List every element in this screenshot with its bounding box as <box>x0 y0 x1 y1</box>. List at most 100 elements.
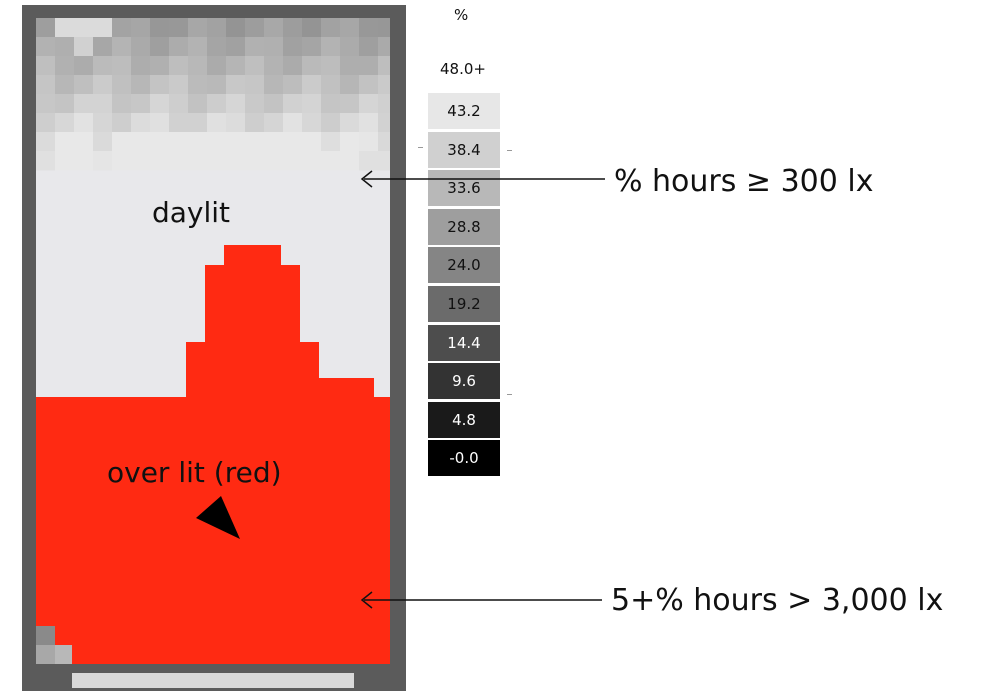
daylight-cell <box>36 18 56 38</box>
daylight-cell <box>55 151 75 171</box>
daylight-cell <box>112 37 132 57</box>
daylight-cell <box>226 56 246 76</box>
daylight-cell <box>93 18 113 38</box>
legend-step: 9.6 <box>427 362 501 401</box>
daylight-cell <box>93 113 113 133</box>
daylight-cell <box>150 151 170 171</box>
daylight-cell <box>150 75 170 95</box>
daylight-cell <box>378 37 390 57</box>
daylight-cell <box>226 75 246 95</box>
legend-max-label: 48.0+ <box>440 60 486 78</box>
daylight-cell <box>93 56 113 76</box>
daylight-cell <box>36 94 56 114</box>
legend-tick <box>507 394 512 395</box>
daylight-cell <box>321 37 341 57</box>
daylight-cell <box>169 94 189 114</box>
daylight-cell <box>264 132 284 152</box>
legend-step: 4.8 <box>427 400 501 439</box>
daylight-cell <box>169 75 189 95</box>
daylight-cell <box>169 151 189 171</box>
daylight-cell <box>169 132 189 152</box>
daylight-cell <box>74 56 94 76</box>
daylight-cell <box>55 94 75 114</box>
overlit-region <box>186 342 319 402</box>
daylight-cell <box>36 645 55 664</box>
legend-step: 14.4 <box>427 323 501 362</box>
daylight-cell <box>112 56 132 76</box>
daylight-cell <box>226 132 246 152</box>
daylight-cell <box>340 18 360 38</box>
daylight-cell <box>302 75 322 95</box>
daylight-cell <box>340 75 360 95</box>
daylight-cell <box>74 113 94 133</box>
daylight-cell <box>207 18 227 38</box>
legend-step: -0.0 <box>427 439 501 478</box>
daylight-cell <box>245 75 265 95</box>
legend-tick <box>507 150 512 151</box>
daylight-cell <box>112 113 132 133</box>
daylight-cell <box>36 75 56 95</box>
daylight-cell <box>264 151 284 171</box>
daylight-cell <box>378 113 390 133</box>
daylight-cell <box>207 132 227 152</box>
daylight-cell <box>150 94 170 114</box>
daylight-cell <box>245 94 265 114</box>
daylight-cell <box>340 113 360 133</box>
daylight-cell <box>169 37 189 57</box>
daylight-cell <box>321 151 341 171</box>
daylight-cell <box>131 18 151 38</box>
daylight-cell <box>36 626 55 645</box>
daylight-cell <box>131 94 151 114</box>
daylight-cell <box>207 37 227 57</box>
daylight-cell <box>283 132 303 152</box>
daylight-cell <box>188 75 208 95</box>
daylight-cell <box>169 18 189 38</box>
daylight-cell <box>74 151 94 171</box>
daylight-cell <box>207 151 227 171</box>
daylight-cell <box>378 75 390 95</box>
daylight-cell <box>245 151 265 171</box>
daylight-cell <box>55 18 75 38</box>
daylight-cell <box>283 94 303 114</box>
daylight-cell <box>150 132 170 152</box>
daylight-cell <box>55 645 72 664</box>
daylight-cell <box>112 18 132 38</box>
daylight-cell <box>245 132 265 152</box>
legend-step: 38.4 <box>427 130 501 169</box>
daylight-cell <box>245 113 265 133</box>
daylight-cell <box>321 94 341 114</box>
daylight-cell <box>359 151 379 171</box>
daylight-cell <box>150 113 170 133</box>
daylight-cell <box>150 18 170 38</box>
daylight-cell <box>150 56 170 76</box>
overlit-region <box>318 378 374 402</box>
map-scrollbar[interactable] <box>72 673 354 688</box>
overlit-region <box>36 397 390 664</box>
daylight-cell <box>93 75 113 95</box>
daylight-cell <box>245 18 265 38</box>
daylight-cell <box>321 75 341 95</box>
daylight-cell <box>36 113 56 133</box>
daylight-cell <box>207 94 227 114</box>
daylight-cell <box>131 151 151 171</box>
daylight-cell <box>302 113 322 133</box>
callout-daylit-text: % hours ≥ 300 lx <box>614 164 874 199</box>
daylight-cell <box>321 113 341 133</box>
daylight-cell <box>264 56 284 76</box>
daylight-cell <box>340 151 360 171</box>
daylight-cell <box>245 37 265 57</box>
daylight-cell <box>283 75 303 95</box>
daylight-cell <box>188 113 208 133</box>
daylight-cell <box>55 132 75 152</box>
daylight-cell <box>188 37 208 57</box>
daylight-cell <box>283 151 303 171</box>
daylit-region-label: daylit <box>152 196 231 229</box>
daylight-cell <box>207 113 227 133</box>
daylight-cell <box>93 132 113 152</box>
daylight-cell <box>302 151 322 171</box>
daylight-cell <box>359 18 379 38</box>
daylight-cell <box>188 94 208 114</box>
daylight-cell <box>55 56 75 76</box>
daylight-cell <box>226 18 246 38</box>
